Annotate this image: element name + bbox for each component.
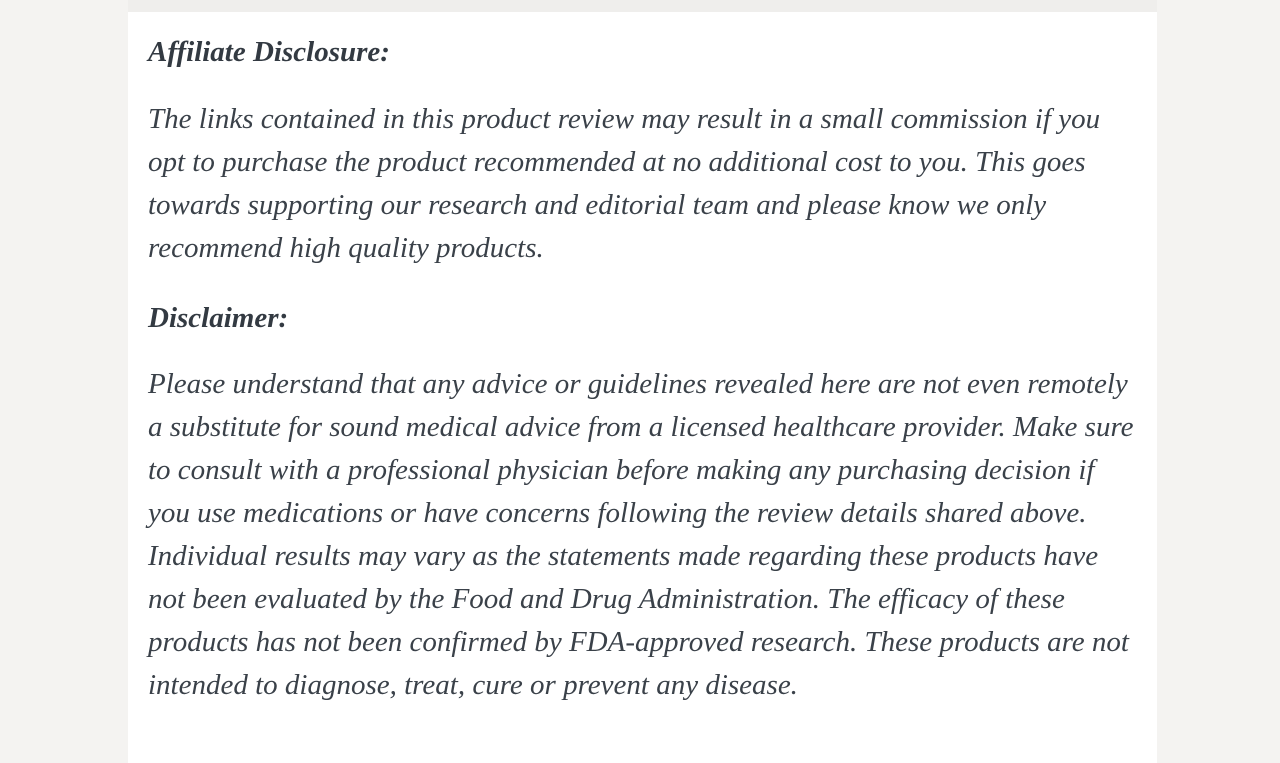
disclaimer-paragraph: Please understand that any advice or gui… (148, 368, 1134, 702)
disclosure-text-block: Affiliate Disclosure: The links containe… (128, 12, 1157, 751)
affiliate-disclosure-paragraph: The links contained in this product revi… (148, 102, 1101, 264)
previous-section-divider (128, 0, 1157, 12)
article-content-column: Affiliate Disclosure: The links containe… (128, 0, 1157, 763)
disclaimer-heading: Disclaimer: (148, 301, 289, 334)
affiliate-disclosure-heading: Affiliate Disclosure: (148, 36, 390, 68)
